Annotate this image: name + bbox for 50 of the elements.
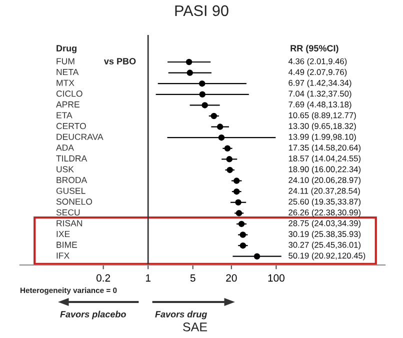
x-tick-label: 100 [268, 274, 284, 282]
annotation: 18.90 (16.00,22.34) [288, 166, 360, 174]
x-tick-label: 1 [146, 274, 150, 282]
annotation: 50.19 (20.92,120.45) [288, 252, 366, 260]
text: Drug [56, 45, 76, 54]
annotation: 28.75 (24.03,34.39) [288, 220, 360, 228]
y-tick-label: RISAN [56, 220, 82, 226]
annotation: 7.69 (4.48,13.18) [288, 101, 352, 110]
annotation: 25.60 (19.35,33.87) [288, 198, 360, 206]
text: Favors placebo [60, 310, 126, 320]
x-tick-label: 0.2 [96, 274, 110, 282]
annotation: vs PBO [104, 58, 136, 64]
y-tick-label: IXE [56, 231, 70, 238]
annotation: 4.36 (2.01,9.46) [288, 58, 347, 66]
y-tick-label: DEUCRAVA [56, 134, 104, 140]
y-tick-label: FUM [56, 58, 74, 64]
y-tick-label: CERTO [56, 122, 86, 130]
y-tick-label: TILDRA [56, 155, 88, 162]
y-tick-label: IFX [56, 252, 70, 259]
y-tick-label: APRE [56, 101, 80, 108]
annotation: 10.65 (8.89,12.77) [288, 112, 356, 120]
annotation: 13.99 (1.99,98.10) [288, 134, 356, 142]
annotation: 30.27 (25.45,36.01) [288, 242, 360, 250]
annotation: 4.49 (2.07,9.76) [288, 68, 347, 77]
text: Favors drug [155, 310, 208, 320]
y-tick-label: CICLO [56, 90, 82, 97]
y-tick-label: MTX [56, 80, 74, 86]
y-tick-label: BIME [56, 242, 78, 248]
annotation: 24.10 (20.06,28.97) [288, 176, 360, 185]
y-tick-label: NETA [56, 69, 79, 76]
y-tick-label: SECU [56, 209, 80, 216]
annotation: 26.26 (22.38,30.99) [288, 209, 360, 218]
annotation: 13.30 (9.65,18.32) [288, 122, 356, 131]
annotation: 24.11 (20.37,28.54) [288, 188, 360, 196]
text: RR (95%CI) [290, 44, 338, 54]
annotation: 6.97 (1.42,34.34) [288, 80, 352, 88]
y-tick-label: BRODA [56, 176, 88, 184]
y-tick-label: USK [56, 166, 74, 172]
y-tick-label: ADA [56, 144, 74, 151]
y-tick-label: SONELO [56, 198, 92, 205]
annotation: 7.04 (1.32,37.50) [288, 90, 352, 98]
chart-title: PASI 90 [175, 5, 228, 16]
x-tick-label: 5 [190, 274, 196, 282]
annotation: 30.19 (25.38,35.93) [288, 230, 360, 239]
x-tick-label: 20 [226, 274, 237, 282]
y-tick-label: GUSEL [56, 188, 86, 194]
y-tick-label: ETA [56, 112, 72, 118]
text: SAE [183, 322, 207, 332]
annotation: 17.35 (14.58,20.64) [288, 144, 360, 152]
annotation: 18.57 (14.04,24.55) [288, 155, 360, 164]
